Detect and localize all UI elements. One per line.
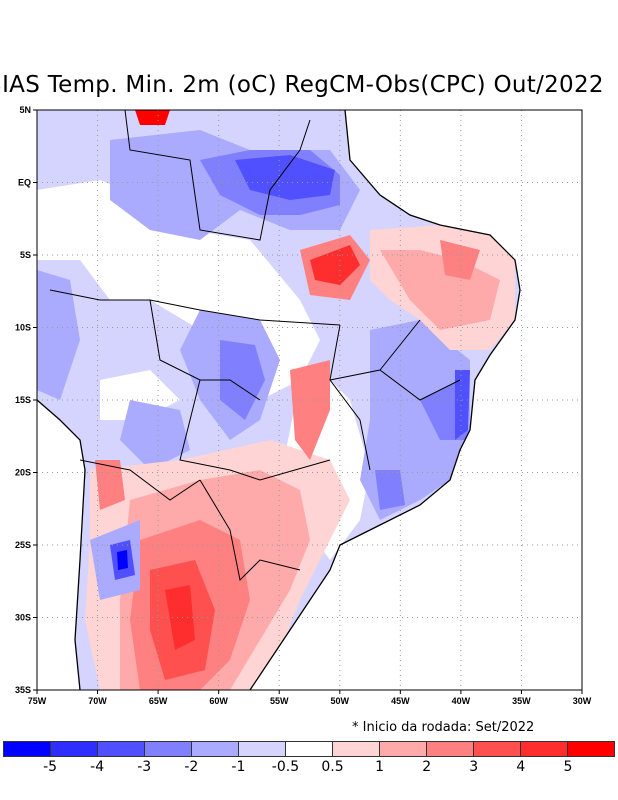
colorbar-bin: [333, 742, 380, 756]
colorbar-label: -5: [43, 759, 58, 775]
colorbar-label: 3: [469, 759, 479, 775]
lat-tick-label: 10S: [15, 323, 31, 333]
lat-tick-label: 30S: [15, 613, 31, 623]
lat-tick-label: 35S: [15, 685, 31, 695]
map-title: BIAS Temp. Min. 2m (oC) RegCM-Obs(CPC) O…: [0, 72, 604, 98]
colorbar-label: -0.5: [271, 759, 300, 775]
lon-tick-label: 70W: [88, 696, 107, 706]
lon-tick-label: 35W: [512, 696, 531, 706]
lat-tick-label: 5S: [20, 250, 31, 260]
colorbar-label: -2: [184, 759, 199, 775]
lat-axis: 5N EQ 5S 10S 15S 20S 25S 30S 35S: [15, 105, 37, 695]
colorbar-bin: [380, 742, 427, 756]
lon-axis: 75W 70W 65W 60W 55W 50W 45W 40W 35W 30W: [28, 690, 592, 706]
colorbar-bin: [145, 742, 192, 756]
colorbar-label: 1: [375, 759, 385, 775]
lon-tick-label: 50W: [331, 696, 350, 706]
lat-tick-label: 20S: [15, 468, 31, 478]
lon-tick-label: 55W: [270, 696, 289, 706]
colorbar-label: 4: [516, 759, 526, 775]
colorbar-bin: [51, 742, 98, 756]
bias-field: [37, 110, 582, 690]
coastline: [249, 110, 521, 690]
lon-tick-label: 45W: [391, 696, 410, 706]
coastline-west: [37, 399, 86, 690]
colorbar-label: -1: [231, 759, 246, 775]
colorbar-bin: [239, 742, 286, 756]
bias-map: 5N EQ 5S 10S 15S 20S 25S 30S 35S 75W 70W 65W 60W 55W…: [15, 105, 592, 706]
lat-tick-label: 5N: [19, 105, 31, 115]
lon-tick-label: 75W: [28, 696, 47, 706]
country-borders: [49, 110, 461, 582]
colorbar-bin: [98, 742, 145, 756]
lat-tick-label: 25S: [15, 540, 31, 550]
lon-tick-label: 65W: [149, 696, 168, 706]
colorbar-bin: [568, 742, 614, 756]
colorbar-label: -4: [90, 759, 105, 775]
colorbar-bin: [286, 742, 333, 756]
lon-tick-label: 60W: [209, 696, 228, 706]
lon-tick-label: 40W: [452, 696, 471, 706]
graticule: [37, 110, 582, 690]
colorbar-bin: [521, 742, 568, 756]
colorbar-label: -3: [137, 759, 152, 775]
lat-tick-label: 15S: [15, 395, 31, 405]
colorbar: [3, 741, 615, 757]
colorbar-bin: [192, 742, 239, 756]
colorbar-label: 2: [422, 759, 432, 775]
run-start-note: * Inicio da rodada: Set/2022: [352, 720, 535, 735]
colorbar-label: 5: [563, 759, 573, 775]
lon-tick-label: 30W: [573, 696, 592, 706]
colorbar-bin: [427, 742, 474, 756]
colorbar-bin: [474, 742, 521, 756]
colorbar-label: 0.5: [321, 759, 344, 775]
lat-tick-label: EQ: [18, 178, 31, 188]
colorbar-bin: [4, 742, 51, 756]
